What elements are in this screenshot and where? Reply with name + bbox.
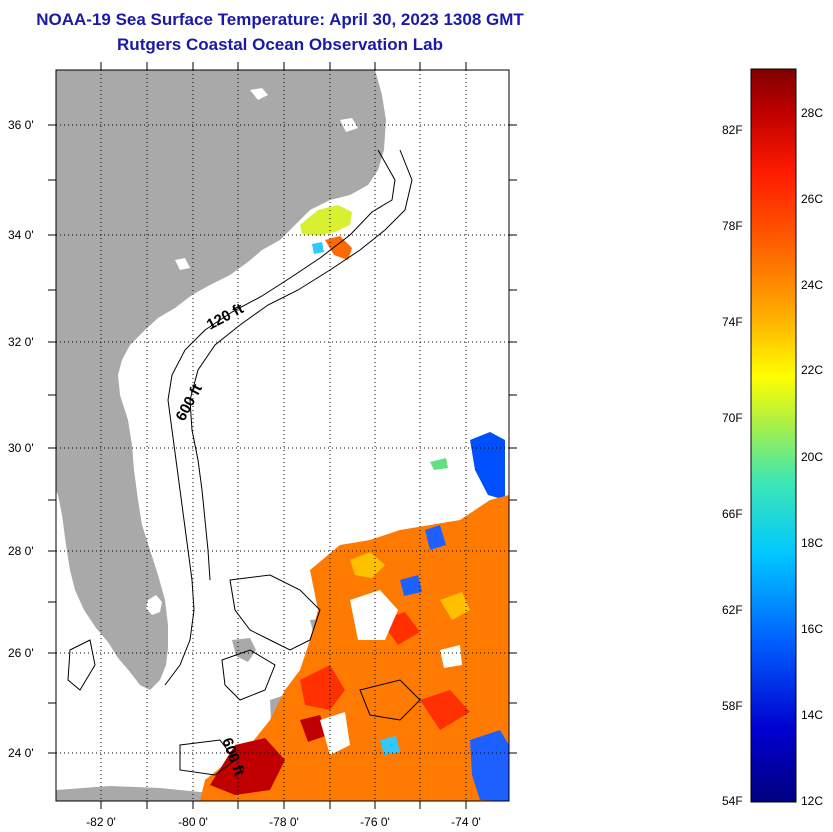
cb-f-74: 74F <box>722 315 743 329</box>
map-frame <box>55 69 510 802</box>
cb-c-18: 18C <box>801 536 823 550</box>
map-subtitle: Rutgers Coastal Ocean Observation Lab <box>117 35 443 54</box>
map-panel: 120 ft 600 ft 600 ft <box>56 70 509 801</box>
colorbar-celsius-labels: 28C 26C 24C 22C 20C 18C 16C 14C 12C <box>801 106 823 808</box>
lat-label-32: 32 0' <box>8 335 34 349</box>
cb-c-24: 24C <box>801 278 823 292</box>
lat-label-36: 36 0' <box>8 118 34 132</box>
cb-f-62: 62F <box>722 603 743 617</box>
sst-data-layer <box>200 205 509 801</box>
lon-label-80: -80 0' <box>178 815 208 829</box>
cb-f-54: 54F <box>722 794 743 808</box>
cb-f-70: 70F <box>722 411 743 425</box>
cb-c-12: 12C <box>801 794 823 808</box>
land-southeast-us <box>56 70 386 690</box>
lake-okeechobee <box>146 595 162 615</box>
lon-label-74: -74 0' <box>451 815 481 829</box>
cb-c-16: 16C <box>801 622 823 636</box>
cb-f-82: 82F <box>722 123 743 137</box>
colorbar-fahrenheit-labels: 82F 78F 74F 70F 66F 62F 58F 54F <box>722 123 743 808</box>
cb-c-28: 28C <box>801 106 823 120</box>
cb-f-58: 58F <box>722 699 743 713</box>
cb-c-22: 22C <box>801 363 823 377</box>
lat-label-34: 34 0' <box>8 228 34 242</box>
lon-label-82: -82 0' <box>86 815 116 829</box>
depth-contours <box>67 149 421 776</box>
cb-c-14: 14C <box>801 708 823 722</box>
lon-label-78: -78 0' <box>269 815 299 829</box>
tick-marks <box>48 62 517 809</box>
lat-label-24: 24 0' <box>8 746 34 760</box>
cb-c-26: 26C <box>801 192 823 206</box>
cb-f-66: 66F <box>722 507 743 521</box>
lon-label-76: -76 0' <box>360 815 390 829</box>
lat-label-28: 28 0' <box>8 544 34 558</box>
cb-c-20: 20C <box>801 450 823 464</box>
lat-label-26: 26 0' <box>8 646 34 660</box>
cb-f-78: 78F <box>722 219 743 233</box>
lat-label-30: 30 0' <box>8 441 34 455</box>
temperature-colorbar <box>750 68 797 803</box>
latitude-labels: 36 0' 34 0' 32 0' 30 0' 28 0' 26 0' 24 0… <box>8 118 34 760</box>
longitude-labels: -82 0' -80 0' -78 0' -76 0' -74 0' <box>86 815 481 829</box>
map-title: NOAA-19 Sea Surface Temperature: April 3… <box>36 10 524 29</box>
